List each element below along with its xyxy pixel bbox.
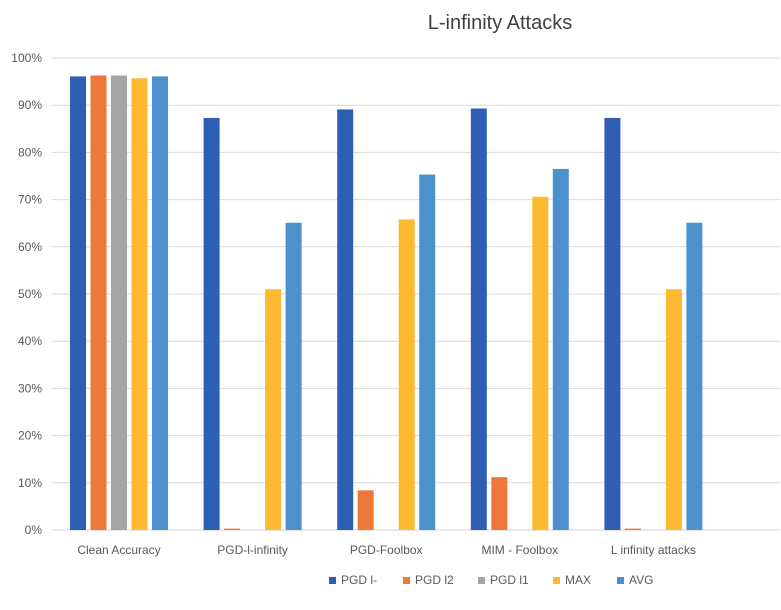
x-tick-label: MIM - Foolbox [481, 543, 558, 557]
legend-swatch [329, 577, 336, 584]
legend: PGD l- PGD l2 PGD l1 MAX AVG [329, 573, 653, 587]
bar [419, 174, 436, 531]
bar [152, 76, 168, 531]
legend-label: PGD l- [341, 573, 377, 587]
bar [285, 222, 302, 530]
y-tick-label: 90% [18, 98, 42, 112]
y-tick-label: 50% [18, 287, 42, 301]
chart-title: L-infinity Attacks [427, 12, 573, 34]
bar [131, 78, 148, 531]
x-tick-label: PGD-l-infinity [217, 543, 288, 557]
bar [470, 108, 487, 530]
bar [90, 75, 107, 531]
y-tick-label: 100% [11, 51, 42, 65]
y-tick-label: 80% [18, 145, 42, 159]
bar [265, 289, 282, 530]
legend-label: PGD l1 [490, 573, 529, 587]
legend-swatch [403, 577, 410, 584]
legend-label: PGD l2 [415, 573, 454, 587]
x-tick-label: Clean Accuracy [77, 543, 160, 557]
y-tick-label: 30% [18, 381, 42, 395]
bar [398, 219, 415, 530]
y-tick-label: 70% [18, 193, 42, 207]
bar [552, 168, 569, 531]
legend-swatch [553, 577, 560, 584]
y-tick-label: 60% [18, 240, 42, 254]
legend-label: AVG [629, 573, 653, 587]
bar [624, 528, 641, 530]
y-tick-label: 40% [18, 334, 42, 348]
legend-swatch [617, 577, 624, 584]
bar [604, 117, 621, 530]
bar [203, 117, 220, 530]
y-axis-ticks: 0% 10% 20% 30% 40% 50% 60% 70% 80% 90% 100% [11, 51, 42, 537]
bar [111, 75, 127, 531]
bar [532, 196, 549, 530]
y-tick-label: 0% [25, 523, 43, 537]
x-tick-label: L infinity attacks [611, 543, 696, 557]
bar [686, 222, 703, 530]
bars [70, 75, 703, 531]
legend-swatch [478, 577, 485, 584]
bar [70, 76, 86, 531]
gridlines [52, 57, 780, 531]
x-tick-label: PGD-Foolbox [350, 543, 423, 557]
legend-label: MAX [565, 573, 591, 587]
y-tick-label: 20% [18, 429, 42, 443]
bar [224, 528, 241, 530]
bar [665, 289, 682, 530]
bar [337, 109, 354, 530]
y-tick-label: 10% [18, 476, 42, 490]
x-axis-ticks: Clean Accuracy PGD-l-infinity PGD-Foolbox M… [77, 543, 696, 557]
bar [357, 490, 374, 530]
bar [491, 477, 508, 530]
